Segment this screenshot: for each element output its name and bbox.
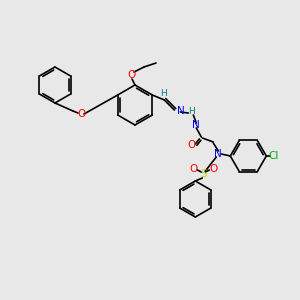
Text: Cl: Cl	[268, 151, 278, 161]
Text: O: O	[77, 109, 85, 119]
Text: H: H	[188, 107, 195, 116]
Text: O: O	[128, 70, 136, 80]
Text: H: H	[160, 89, 167, 98]
Text: O: O	[189, 164, 197, 174]
Text: S: S	[200, 169, 207, 179]
Text: N: N	[192, 120, 200, 130]
Text: N: N	[214, 149, 222, 159]
Text: N: N	[177, 106, 185, 116]
Text: O: O	[209, 164, 218, 174]
Text: O: O	[187, 140, 195, 150]
